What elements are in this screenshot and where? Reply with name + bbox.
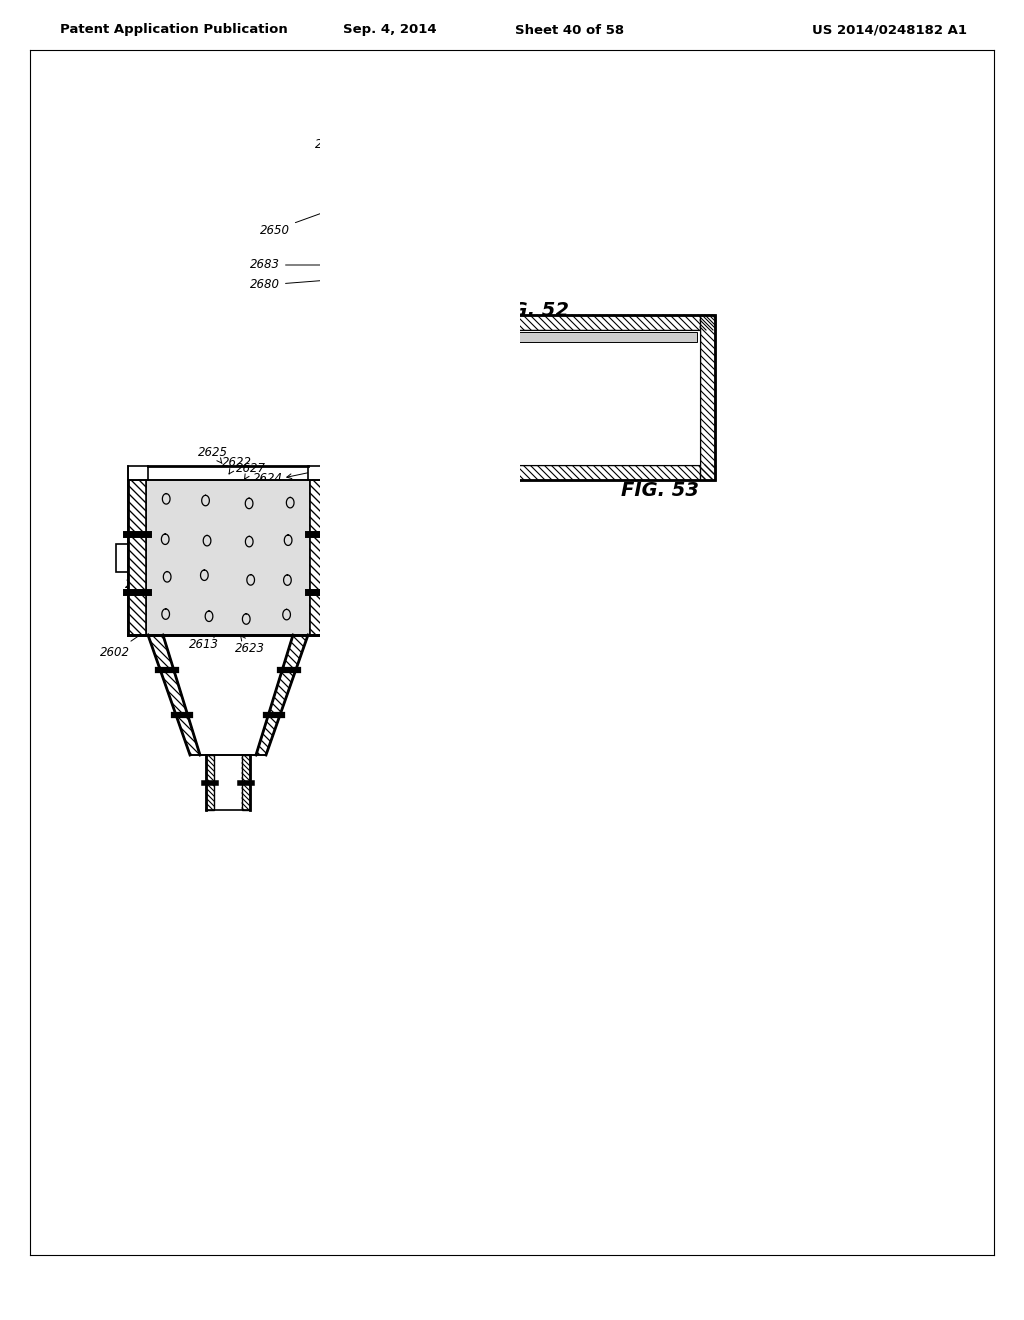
Bar xyxy=(490,315,505,480)
Bar xyxy=(116,544,128,572)
Bar xyxy=(362,400,453,418)
Bar xyxy=(308,466,328,480)
Bar xyxy=(367,106,383,280)
Text: 2650: 2650 xyxy=(260,201,354,236)
Text: 2690: 2690 xyxy=(359,434,406,449)
Text: 2658: 2658 xyxy=(382,440,450,457)
Text: 2693: 2693 xyxy=(573,445,631,466)
Text: 2676: 2676 xyxy=(322,396,360,412)
Text: 2631: 2631 xyxy=(125,578,168,591)
Bar xyxy=(310,480,328,635)
Text: US 2014/0248182 A1: US 2014/0248182 A1 xyxy=(812,24,968,37)
Text: 2652: 2652 xyxy=(439,399,475,412)
Bar xyxy=(454,110,472,160)
Text: 2612: 2612 xyxy=(163,523,199,536)
Text: 2624: 2624 xyxy=(253,471,283,484)
Text: 2623: 2623 xyxy=(234,636,265,655)
Text: Sep. 4, 2014: Sep. 4, 2014 xyxy=(343,24,437,37)
Bar xyxy=(381,315,435,400)
Text: 2670: 2670 xyxy=(449,408,493,421)
Text: 2661: 2661 xyxy=(454,404,505,417)
Text: FIG. 52: FIG. 52 xyxy=(490,301,569,319)
Text: 2504: 2504 xyxy=(315,131,372,152)
Text: 2695: 2695 xyxy=(507,413,540,429)
Text: 2602: 2602 xyxy=(100,622,159,659)
Text: 2654: 2654 xyxy=(350,88,394,104)
Bar xyxy=(505,330,700,465)
Text: Patent Application Publication: Patent Application Publication xyxy=(60,24,288,37)
Text: 2683: 2683 xyxy=(250,259,351,272)
Bar xyxy=(338,403,362,422)
Bar xyxy=(700,315,715,480)
Text: FIG. 53: FIG. 53 xyxy=(621,480,699,499)
Bar xyxy=(508,333,697,342)
Bar xyxy=(453,403,478,422)
Text: 2622: 2622 xyxy=(222,455,252,474)
Text: 2632: 2632 xyxy=(289,474,370,495)
Bar xyxy=(128,466,148,480)
Bar xyxy=(435,280,453,315)
Text: 2640: 2640 xyxy=(287,458,360,479)
Bar xyxy=(348,110,366,160)
Text: 2610: 2610 xyxy=(140,590,184,606)
Bar xyxy=(490,315,715,480)
Text: 2615: 2615 xyxy=(143,511,191,524)
Bar xyxy=(437,100,453,148)
Text: 2625: 2625 xyxy=(198,446,228,463)
Text: Sheet 40 of 58: Sheet 40 of 58 xyxy=(515,24,625,37)
Text: 2659: 2659 xyxy=(450,144,493,164)
Text: 2627: 2627 xyxy=(236,462,266,479)
Bar xyxy=(242,755,250,810)
Bar xyxy=(367,100,383,148)
Polygon shape xyxy=(388,400,428,414)
Bar xyxy=(328,544,340,572)
Bar xyxy=(435,315,453,400)
Text: 2658: 2658 xyxy=(424,444,460,457)
Text: 2676: 2676 xyxy=(330,469,367,482)
Text: 2691: 2691 xyxy=(440,413,486,428)
Polygon shape xyxy=(148,635,200,755)
Bar xyxy=(319,70,520,789)
Text: 2690: 2690 xyxy=(375,455,406,469)
Text: 2643: 2643 xyxy=(334,412,371,425)
Text: 2642: 2642 xyxy=(342,404,382,420)
Text: 2643: 2643 xyxy=(335,457,369,470)
Bar xyxy=(128,480,146,635)
Bar xyxy=(490,315,715,330)
Bar xyxy=(490,465,715,480)
Bar xyxy=(362,315,381,400)
Bar xyxy=(362,280,381,315)
Text: 2680: 2680 xyxy=(250,276,351,292)
Text: 2626: 2626 xyxy=(270,486,300,499)
Text: 2630: 2630 xyxy=(127,513,172,527)
Bar xyxy=(146,480,310,635)
Text: 2613: 2613 xyxy=(189,632,219,652)
Polygon shape xyxy=(256,635,308,755)
Bar xyxy=(206,755,214,810)
Text: FIG. 51: FIG. 51 xyxy=(351,531,429,549)
Text: 2642: 2642 xyxy=(345,451,378,465)
Bar xyxy=(433,106,449,280)
Text: 2692: 2692 xyxy=(528,447,558,466)
